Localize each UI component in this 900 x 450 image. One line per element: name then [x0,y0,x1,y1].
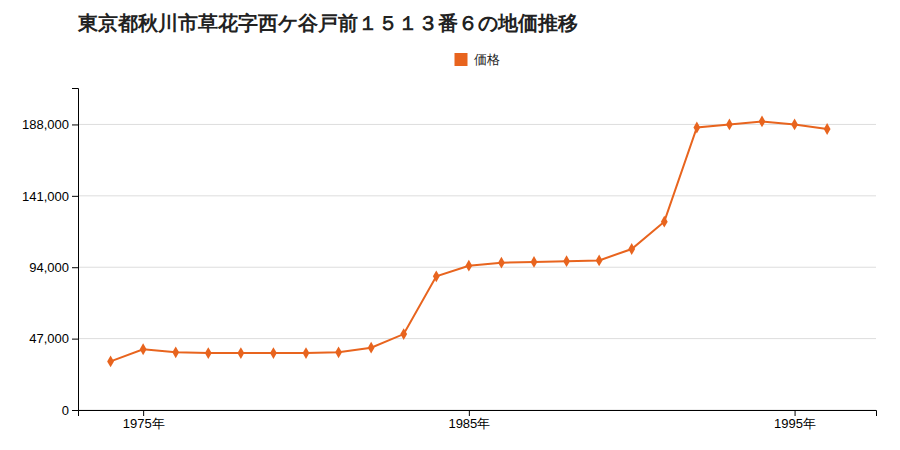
marker [628,243,635,255]
tick: 1985年 [448,410,490,431]
marker [140,343,147,355]
marker [205,347,212,359]
tick: 188,000 [22,117,78,132]
grid-line [78,267,876,268]
marker [433,270,440,282]
tick-mark [72,267,78,268]
tick: 1995年 [774,410,816,431]
grid-line [78,338,876,339]
tick-label: 188,000 [22,117,69,132]
marker [107,356,114,368]
tick-mark [72,339,78,340]
data-layer [107,116,830,368]
line [111,121,828,361]
marker [824,123,831,135]
grid-line [78,124,876,125]
tick-mark [72,124,78,125]
marker [726,119,733,131]
legend-label: 価格 [474,52,500,67]
marker [791,119,798,131]
title: 東京都秋川市草花字西ケ谷戸前１５１３番６の地価推移 [77,11,578,35]
marker [237,347,244,359]
marker [400,328,407,340]
legend-swatch [455,53,468,66]
axis-line [72,89,79,411]
marker [465,260,472,272]
tick: 0 [62,403,78,418]
marker [693,122,700,134]
marker [661,216,668,228]
tick: 94,000 [29,260,78,275]
grid [78,124,876,410]
plot-area: 1975年 1985年 1995年 0 47,000 94,000 141,000 188,0… [22,89,877,432]
y-axis: 0 47,000 94,000 141,000 188,000 [22,89,79,418]
tick-mark [469,410,470,416]
legend: 価格 [455,52,500,67]
marker [368,342,375,354]
tick-label: 47,000 [29,331,69,346]
tick: 141,000 [22,188,78,203]
marker [759,116,766,128]
tick: 47,000 [29,331,78,346]
marker [531,256,538,268]
marker [270,347,277,359]
marker [303,347,310,359]
tick-label: 141,000 [22,188,69,203]
tick-label: 0 [62,403,69,418]
tick: 1975年 [123,410,165,431]
tick-mark [72,410,78,411]
marker [335,346,342,358]
marker [172,346,179,358]
grid-line [78,195,876,196]
legend-item: 価格 [455,52,500,67]
marker [563,255,570,267]
marker [596,255,603,267]
tick-mark [143,410,144,416]
tick-mark [795,410,796,416]
marker [498,257,505,269]
tick-label: 94,000 [29,260,69,275]
chart: 1975年 1985年 1995年 0 47,000 94,000 141,000 188,0… [0,0,900,450]
tick-label: 1985年 [448,416,490,431]
tick-label: 1975年 [123,416,165,431]
tick-mark [72,196,78,197]
x-axis: 1975年 1985年 1995年 [79,410,877,431]
tick-label: 1995年 [774,416,816,431]
axis-line [79,411,877,417]
